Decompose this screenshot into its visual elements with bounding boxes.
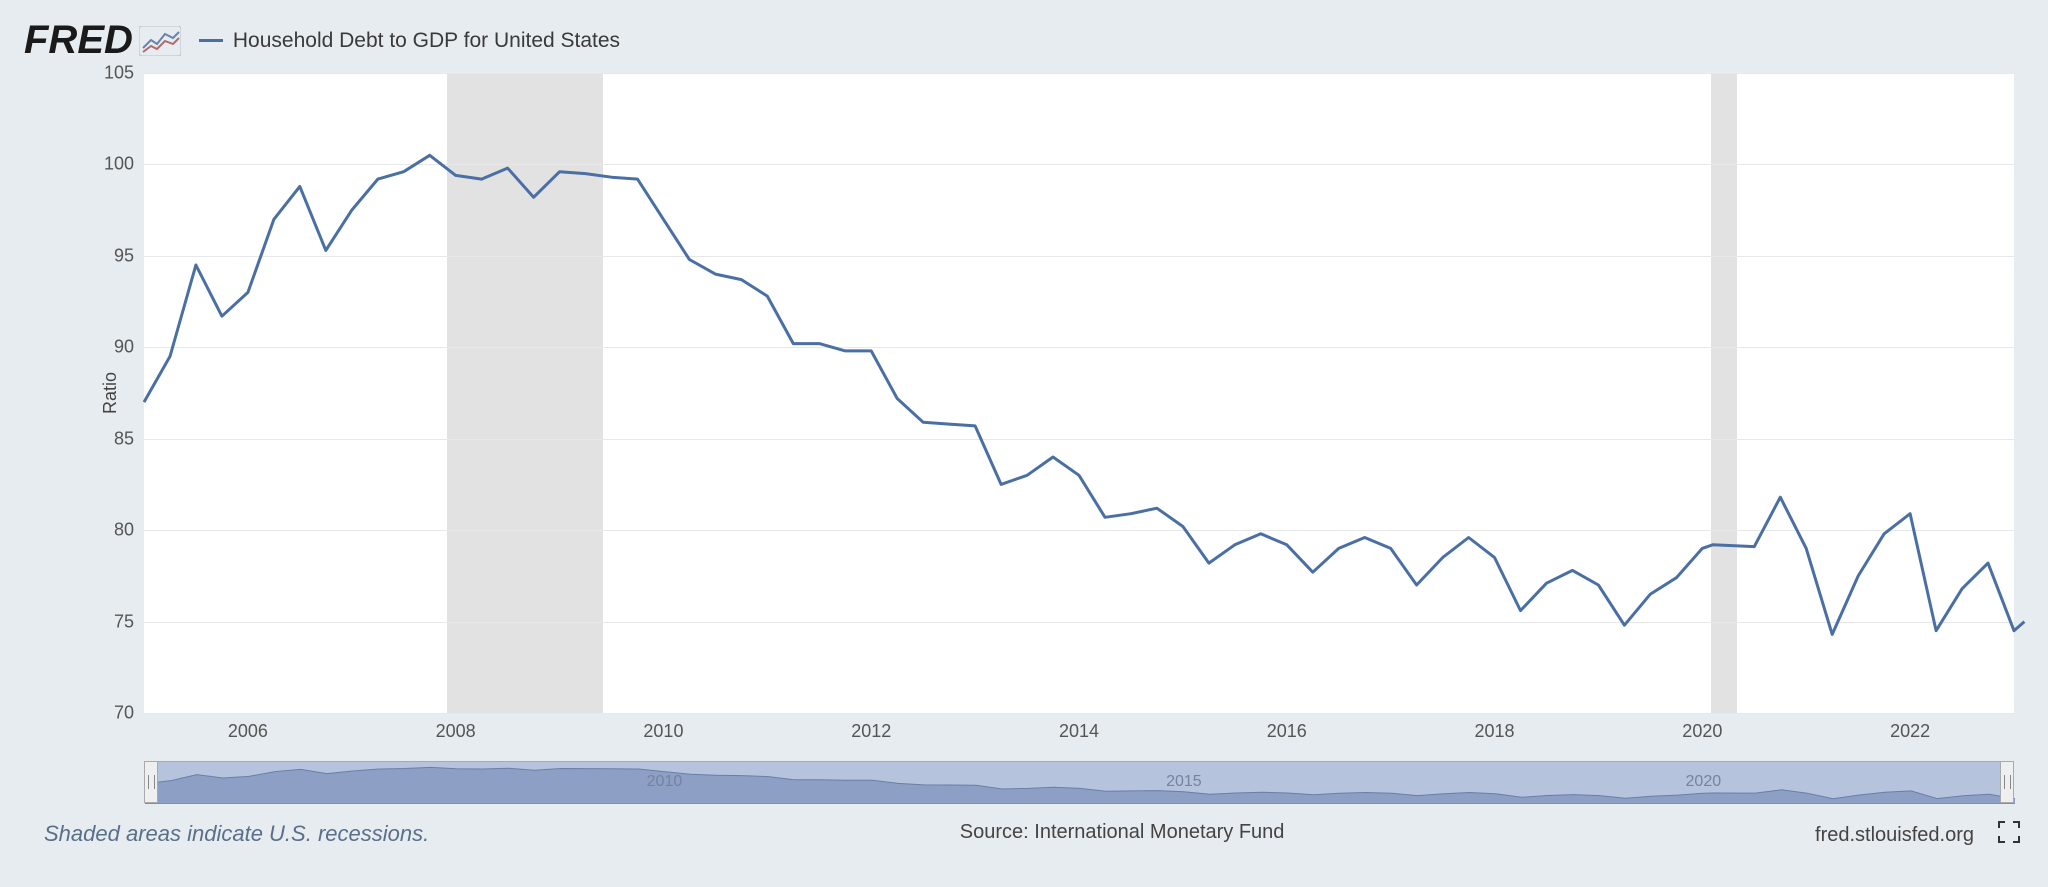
y-tick-label: 90 [114,337,144,358]
fred-chart-icon [139,26,181,56]
legend-label: Household Debt to GDP for United States [233,29,620,53]
recession-footnote: Shaded areas indicate U.S. recessions. [44,821,429,847]
y-tick-label: 95 [114,245,144,266]
x-tick-label: 2006 [228,713,268,742]
fred-logo[interactable]: FRED [24,18,181,63]
y-tick-label: 105 [104,63,144,84]
chart-footer: Shaded areas indicate U.S. recessions. S… [0,803,2048,849]
y-tick-label: 75 [114,611,144,632]
y-tick-label: 100 [104,154,144,175]
x-tick-label: 2010 [643,713,683,742]
legend-swatch [199,39,223,42]
chart-header: FRED Household Debt to GDP for United St… [0,0,2048,73]
x-tick-label: 2020 [1682,713,1722,742]
navigator-tick: 2010 [647,773,683,791]
chart-area: 707580859095100105Ratio20062008201020122… [24,73,2024,713]
x-tick-label: 2016 [1267,713,1307,742]
y-tick-label: 70 [114,703,144,724]
fullscreen-icon[interactable] [1998,821,2020,849]
x-tick-label: 2012 [851,713,891,742]
x-tick-label: 2008 [436,713,476,742]
series-line [144,73,2014,713]
navigator-tick: 2020 [1686,773,1722,791]
site-attribution: fred.stlouisfed.org [1815,821,2020,849]
nav-handle-right[interactable] [2000,761,2014,803]
fred-logo-text: FRED [24,18,133,63]
data-source: Source: International Monetary Fund [960,821,1285,844]
nav-handle-left[interactable] [144,761,158,803]
site-url[interactable]: fred.stlouisfed.org [1815,824,1974,847]
range-navigator[interactable]: 2010 2015 2020 [144,761,2014,803]
navigator-tick: 2015 [1166,773,1202,791]
x-tick-label: 2014 [1059,713,1099,742]
x-tick-label: 2018 [1475,713,1515,742]
x-tick-label: 2022 [1890,713,1930,742]
y-tick-label: 80 [114,520,144,541]
y-axis-title: Ratio [100,372,121,414]
plot-area[interactable]: 707580859095100105Ratio20062008201020122… [144,73,2014,713]
navigator-area [145,762,2015,804]
chart-legend[interactable]: Household Debt to GDP for United States [199,29,620,53]
y-tick-label: 85 [114,428,144,449]
